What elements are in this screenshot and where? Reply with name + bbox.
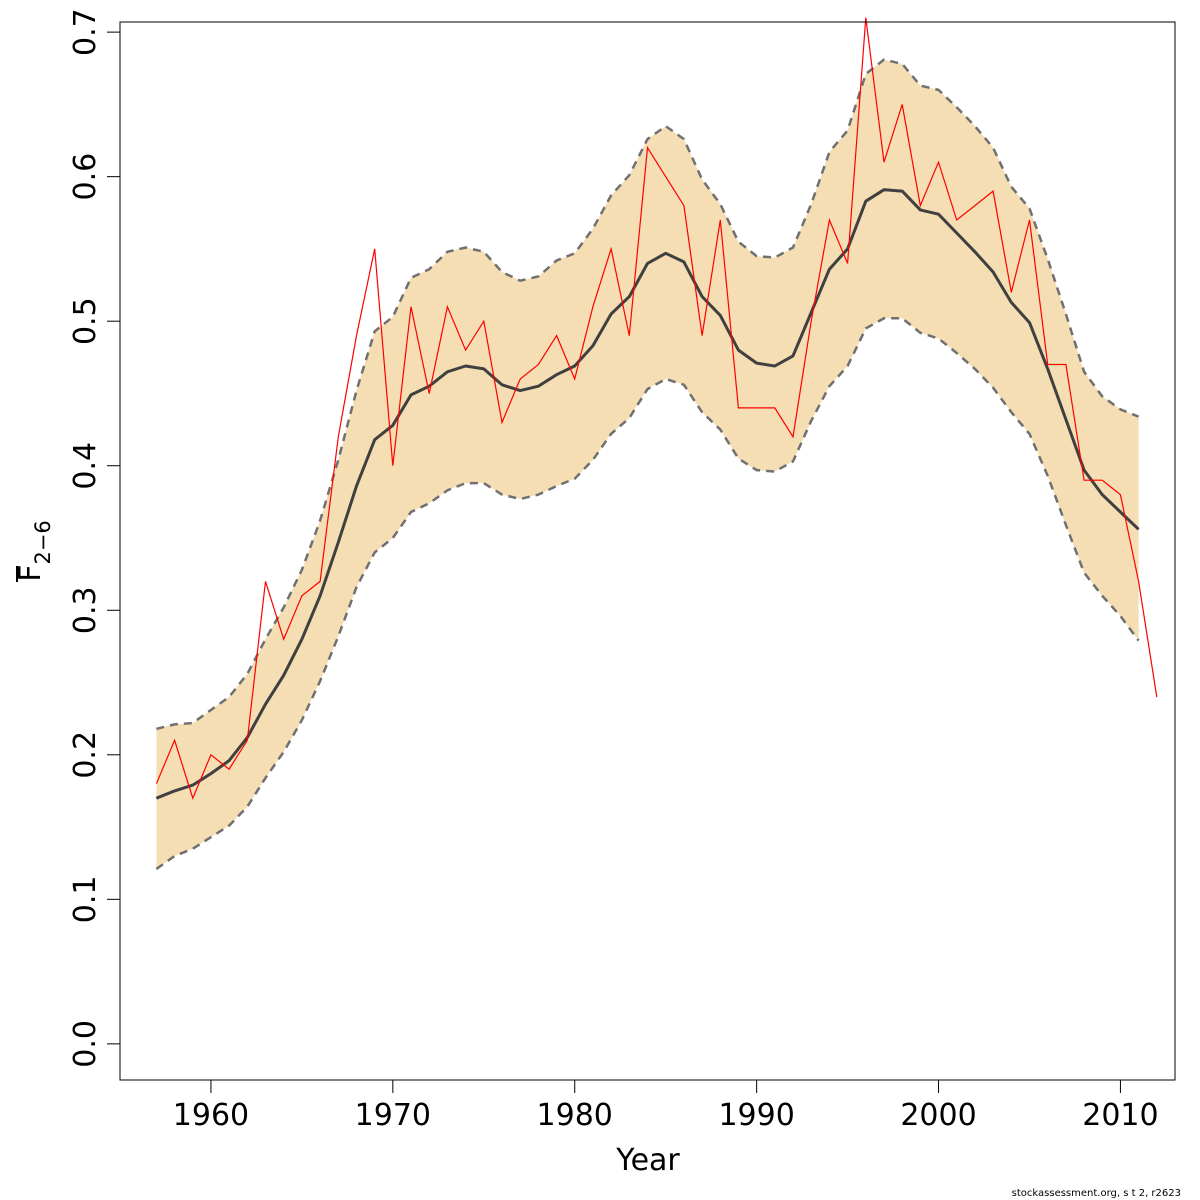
y-tick-label: 0.7 xyxy=(68,8,103,56)
x-tick-label: 1980 xyxy=(537,1098,613,1133)
y-tick-label: 0.3 xyxy=(68,586,103,634)
svg-text:F2−6: F2−6 xyxy=(13,520,55,582)
y-tick-label: 0.0 xyxy=(68,1020,103,1068)
y-axis: 0.0 0.1 0.2 0.3 0.4 0.5 0.6 0.7 xyxy=(68,8,121,1068)
x-tick-label: 1970 xyxy=(355,1098,431,1133)
upper-bound-line xyxy=(156,58,1140,731)
y-axis-title: F2−6 xyxy=(13,520,55,582)
y-tick-label: 0.5 xyxy=(68,297,103,345)
x-tick-label: 1960 xyxy=(173,1098,249,1133)
credit-text: stockassessment.org, s t 2, r2623 xyxy=(1012,1188,1181,1199)
x-tick-label: 2000 xyxy=(900,1098,976,1133)
observed-line xyxy=(155,17,1158,800)
x-axis: 1960 1970 1980 1990 2000 2010 xyxy=(173,1079,1159,1133)
band-area xyxy=(156,59,1139,870)
x-axis-title: Year xyxy=(615,1143,680,1178)
y-axis-title-subscript: 2−6 xyxy=(31,520,55,564)
lower-bound-line xyxy=(155,317,1140,871)
y-axis-title-main: F xyxy=(13,565,48,582)
x-tick-label: 1990 xyxy=(718,1098,794,1133)
y-tick-label: 0.6 xyxy=(68,153,103,201)
y-tick-label: 0.4 xyxy=(68,442,103,490)
estimate-line xyxy=(155,188,1140,800)
confidence-band xyxy=(155,58,1140,871)
y-tick-label: 0.2 xyxy=(68,731,103,779)
x-tick-label: 2010 xyxy=(1082,1098,1158,1133)
series-lines xyxy=(155,17,1158,800)
y-tick-label: 0.1 xyxy=(68,875,103,923)
